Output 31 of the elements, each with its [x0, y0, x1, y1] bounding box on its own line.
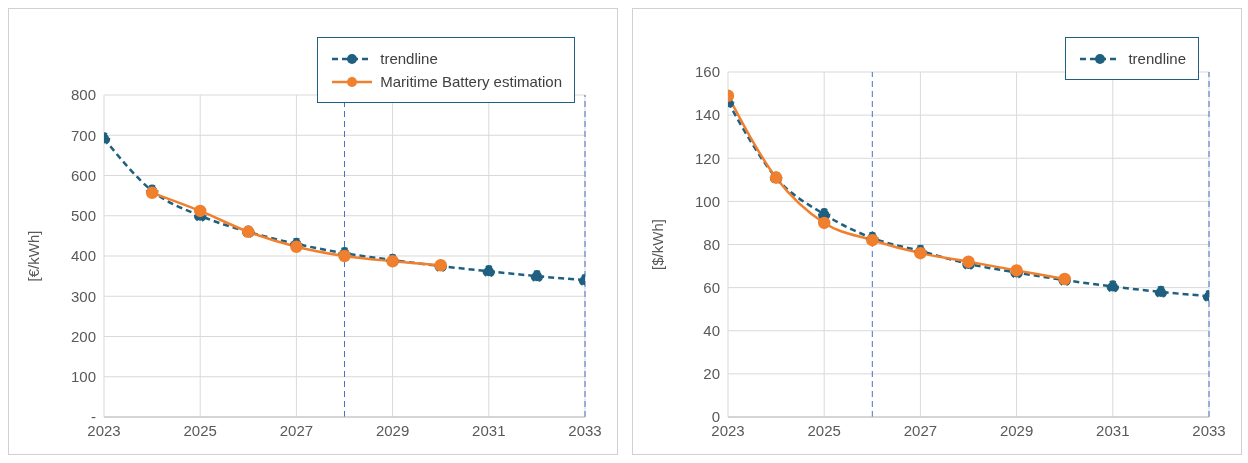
y-tick-label: 80 [703, 235, 720, 253]
x-tick-label: 2029 [375, 421, 410, 439]
y-tick-label: 120 [694, 149, 720, 167]
x-tick-label: 2025 [183, 421, 217, 439]
y-tick-label: 200 [70, 327, 96, 345]
legend-label: trendline [380, 50, 438, 67]
y-tick-label: 500 [70, 207, 96, 225]
x-tick-label: 2029 [999, 421, 1034, 439]
x-tick-label: 2027 [903, 421, 938, 439]
legend-label: trendline [1128, 50, 1186, 67]
y-axis-title: [$/kWh] [649, 219, 667, 270]
y-tick-label: 40 [703, 322, 720, 340]
x-tick-label: 2027 [279, 421, 314, 439]
x-tick-label: 2025 [807, 421, 841, 439]
x-tick-label: 2031 [1096, 421, 1130, 439]
x-tick-label: 2031 [472, 421, 506, 439]
y-tick-label: 60 [703, 278, 720, 296]
y-tick-label: 20 [703, 365, 720, 383]
y-tick-label: 300 [70, 287, 96, 305]
y-tick-label: 700 [70, 126, 96, 144]
y-tick-label: 160 [694, 63, 720, 81]
y-axis-title: [€/kWh] [25, 230, 43, 282]
x-tick-label: 2033 [568, 421, 602, 439]
y-tick-label: 100 [694, 192, 720, 210]
y-tick-label: 100 [70, 368, 96, 386]
y-tick-label: 600 [70, 166, 96, 184]
y-tick-label: 140 [694, 106, 720, 124]
y-tick-label: 800 [70, 86, 96, 104]
y-tick-label: 400 [70, 247, 96, 265]
legend-label: Maritime Battery estimation [380, 73, 562, 90]
x-tick-label: 2033 [1192, 421, 1226, 439]
